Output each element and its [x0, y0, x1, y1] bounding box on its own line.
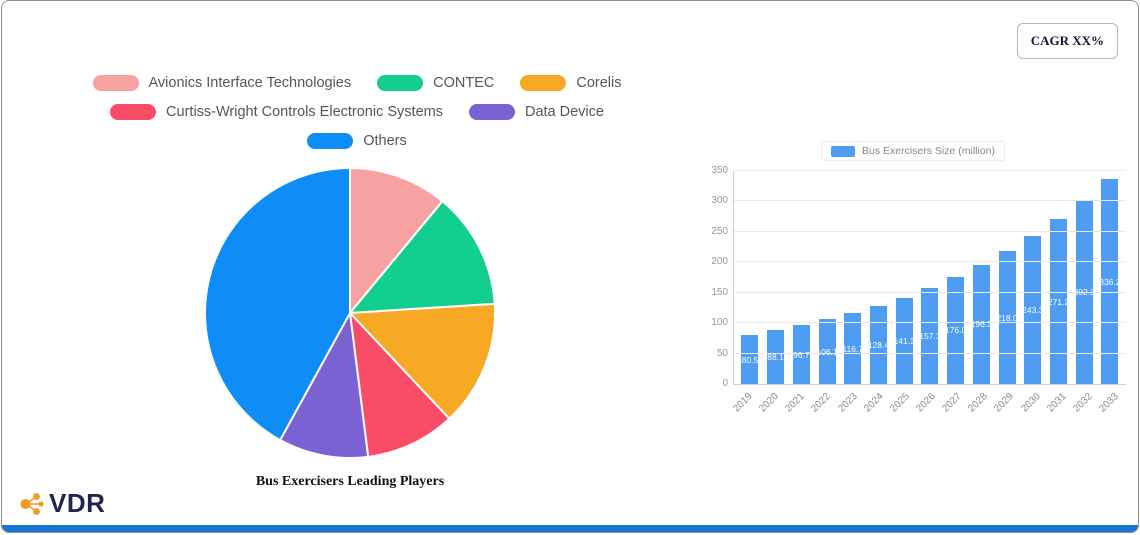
legend-item-curtiss-wright-controls-electronic-systems[interactable]: Curtiss-Wright Controls Electronic Syste… — [110, 104, 443, 120]
bar-value-label: 141.3 — [893, 336, 915, 346]
bar-legend-swatch-icon — [830, 145, 855, 157]
bar-2019[interactable]: 80.5 — [741, 335, 759, 384]
legend-swatch-icon — [377, 75, 424, 91]
cagr-badge[interactable]: CAGR XX% — [1016, 23, 1118, 59]
gridline — [734, 261, 1126, 263]
bar-plot-area: 80.588.196.7106.1116.7128.4141.3157.1176… — [711, 165, 1126, 415]
gridline — [734, 200, 1126, 202]
y-tick-label: 250 — [711, 225, 728, 237]
bar-value-label: 80.5 — [741, 354, 759, 365]
y-tick-label: 300 — [711, 195, 728, 207]
bar-2027[interactable]: 176.0 — [944, 276, 967, 384]
bar-chart-legend[interactable]: Bus Exercisers Size (million) — [820, 141, 1006, 161]
legend-label: Corelis — [576, 75, 622, 91]
gridline — [734, 230, 1126, 232]
x-tick-label: 2029 — [992, 391, 1017, 415]
bar-2030[interactable]: 243.3 — [1022, 235, 1044, 384]
bar-value-label: 243.3 — [1022, 304, 1044, 315]
legend-item-data-device[interactable]: Data Device — [468, 104, 604, 120]
x-tick-label: 2026 — [914, 391, 938, 415]
pie-slice-data-device[interactable] — [279, 312, 370, 460]
bar-value-label: 176.0 — [944, 325, 967, 336]
x-tick-label: 2025 — [888, 391, 912, 415]
bar-2023[interactable]: 116.7 — [842, 313, 863, 384]
x-tick-label: 2027 — [940, 391, 964, 415]
x-tick-label: 2024 — [861, 391, 886, 415]
gridline — [734, 352, 1126, 354]
legend-swatch-icon — [92, 75, 139, 91]
x-tick-label: 2019 — [731, 391, 755, 415]
pie-slice-curtiss-wright-controls-electronic-systems[interactable] — [349, 312, 451, 458]
pie-chart: Bus Exercisers Leading Players — [200, 163, 500, 490]
x-tick-label: 2031 — [1044, 391, 1069, 415]
legend-swatch-icon — [307, 133, 354, 149]
card-accent-bar — [2, 525, 1138, 532]
pie-slice-corelis[interactable] — [349, 302, 496, 420]
bars-container: 80.588.196.7106.1116.7128.4141.3157.1176… — [734, 171, 1126, 384]
legend-swatch-icon — [468, 104, 515, 120]
pie-slice-contec[interactable] — [349, 200, 496, 314]
bar-2028[interactable]: 196.3 — [970, 264, 992, 384]
y-tick-label: 0 — [722, 378, 728, 389]
bar-value-label: 218.0 — [996, 312, 1018, 323]
x-tick-label: 2020 — [757, 391, 781, 415]
pie-slice-avionics-interface-technologies[interactable] — [349, 167, 444, 314]
x-tick-label: 2021 — [783, 391, 808, 415]
gridline — [734, 291, 1126, 293]
bar-2021[interactable]: 96.7 — [792, 325, 810, 384]
pie-legend: Avionics Interface Technologies CONTEC Cor… — [57, 75, 657, 149]
bar-value-label: 96.7 — [793, 349, 810, 360]
gridline — [734, 322, 1126, 324]
legend-swatch-icon — [520, 75, 567, 91]
legend-label: Others — [363, 133, 407, 149]
bar-2025[interactable]: 141.3 — [893, 298, 915, 384]
legend-label: Avionics Interface Technologies — [148, 75, 352, 91]
pie-svg — [204, 167, 496, 460]
vdr-logo: VDR — [18, 488, 105, 519]
y-tick-label: 100 — [711, 317, 728, 329]
y-tick-label: 350 — [711, 165, 728, 176]
bar-2031[interactable]: 271.2 — [1047, 219, 1070, 384]
x-tick-label: 2032 — [1071, 391, 1095, 415]
legend-label: CONTEC — [433, 75, 495, 91]
x-axis: 2019 2020 2021 2022 2023 2024 2025 2026 2027 2028… — [731, 384, 1126, 418]
bar-legend-label: Bus Exercisers Size (million) — [861, 145, 996, 157]
bar-2020[interactable]: 88.1 — [767, 330, 785, 384]
legend-swatch-icon — [110, 104, 157, 120]
legend-item-contec[interactable]: CONTEC — [377, 75, 494, 91]
vdr-logo-text: VDR — [49, 488, 106, 518]
bar-value-label: 196.3 — [970, 319, 992, 330]
x-tick-label: 2028 — [966, 391, 991, 415]
bar-value-label: 271.2 — [1047, 296, 1070, 307]
legend-label: Data Device — [524, 104, 604, 120]
legend-item-others[interactable]: Others — [307, 133, 407, 149]
bar-2029[interactable]: 218.0 — [996, 251, 1018, 384]
gridline — [734, 170, 1126, 171]
y-tick-label: 200 — [711, 256, 728, 268]
bar-chart: Bus Exercisers Size (million) 80.5 88.1 96… — [697, 141, 1129, 415]
x-tick-label: 2033 — [1097, 391, 1121, 415]
legend-label: Curtiss-Wright Controls Electronic Syste… — [166, 104, 443, 120]
bar-value-label: 336.2 — [1099, 276, 1121, 287]
x-tick-label: 2023 — [835, 391, 860, 415]
legend-item-corelis[interactable]: Corelis — [520, 75, 621, 91]
bar-2024[interactable]: 128.4 — [867, 305, 890, 384]
pie-chart-title: Bus Exercisers Leading Players — [255, 474, 445, 489]
bar-value-label: 128.4 — [867, 339, 890, 350]
y-tick-label: 150 — [711, 286, 728, 298]
x-tick-label: 2022 — [809, 391, 834, 415]
bar-2026[interactable]: 157.1 — [919, 288, 941, 384]
pie-slice-others[interactable] — [204, 167, 351, 442]
vdr-logo-icon — [20, 492, 44, 515]
y-tick-label: 50 — [716, 347, 728, 359]
bar-value-label: 88.1 — [767, 352, 784, 363]
legend-item-avionics-interface-technologies[interactable]: Avionics Interface Technologies — [92, 75, 352, 91]
bar-value-label: 157.1 — [919, 331, 941, 342]
x-tick-label: 2030 — [1018, 391, 1043, 415]
